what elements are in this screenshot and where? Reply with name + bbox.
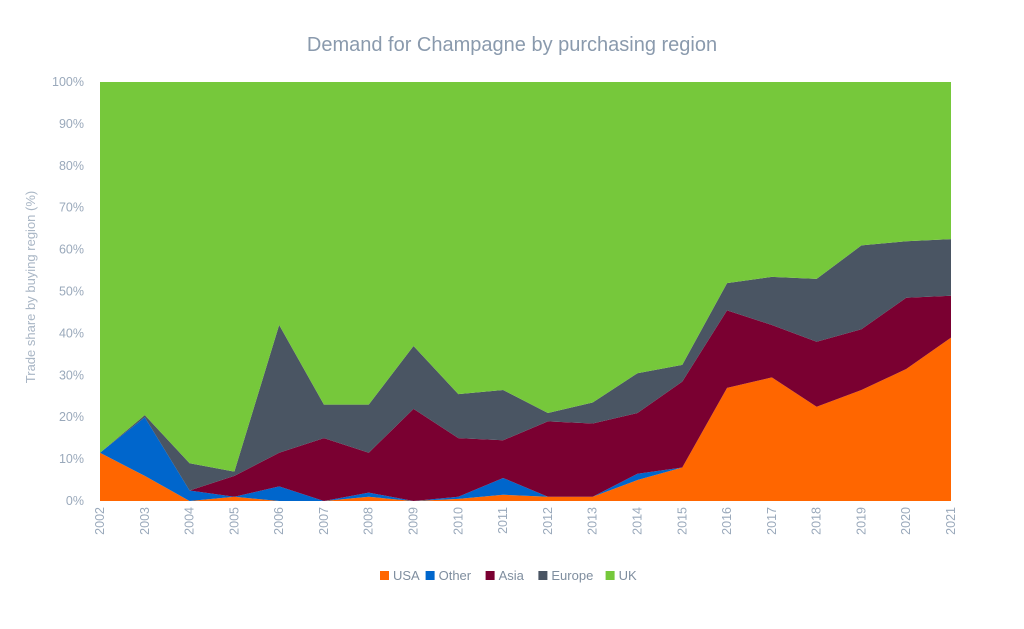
y-tick-label: 40%	[59, 326, 84, 340]
legend-label-asia: Asia	[499, 568, 525, 583]
y-tick-label: 20%	[59, 410, 84, 424]
x-tick-label: 2011	[496, 507, 510, 534]
area-series-asia	[100, 295, 951, 501]
legend-label-uk: UK	[619, 568, 637, 583]
x-tick-label: 2018	[810, 507, 824, 535]
y-tick-label: 70%	[59, 201, 84, 215]
x-tick-label: 2008	[362, 507, 376, 535]
area-layer	[100, 82, 951, 501]
area-series-uk	[100, 82, 951, 472]
x-tick-label: 2019	[854, 507, 868, 535]
legend-label-europe: Europe	[551, 568, 593, 583]
legend-swatch-asia	[485, 571, 495, 580]
legend-label-usa: USA	[393, 568, 420, 583]
y-tick-label: 80%	[59, 159, 84, 173]
legend-swatch-usa	[380, 571, 389, 580]
legend: USA Other Asia Europe UK	[380, 568, 637, 583]
x-tick-label: 2016	[720, 507, 734, 535]
y-axis-title: Trade share by buying region (%)	[23, 191, 38, 383]
y-tick-label: 60%	[59, 243, 84, 257]
x-tick-label: 2010	[451, 507, 465, 535]
x-tick-label: 2002	[93, 507, 107, 535]
area-series-usa	[100, 337, 951, 501]
y-tick-label: 100%	[52, 75, 84, 89]
y-tick-label: 0%	[66, 494, 84, 508]
y-tick-label: 30%	[59, 368, 84, 382]
x-tick-label: 2005	[227, 507, 241, 535]
chart-title: Demand for Champagne by purchasing regio…	[306, 34, 718, 56]
x-tick-label: 2014	[630, 507, 644, 535]
x-tick-label: 2015	[675, 507, 689, 535]
legend-swatch-europe	[538, 571, 548, 580]
x-tick-label: 2003	[138, 507, 152, 535]
x-tick-label: 2012	[541, 507, 555, 535]
legend-swatch-other	[425, 571, 435, 580]
y-axis-ticks: 0% 10% 20% 30% 40% 50% 60% 70% 80% 90% 100%	[52, 75, 84, 508]
y-tick-label: 90%	[59, 117, 84, 131]
x-tick-label: 2013	[586, 507, 600, 535]
y-tick-label: 50%	[59, 285, 84, 299]
x-tick-label: 2017	[765, 507, 779, 535]
area-series-europe	[100, 239, 951, 491]
legend-label-other: Other	[439, 568, 472, 583]
x-tick-label: 2004	[183, 507, 197, 535]
x-axis-ticks: 2002 2003 2004 2005 2006 2007 2008 2009 2010 2011…	[93, 507, 958, 535]
y-tick-label: 10%	[59, 452, 84, 466]
legend-swatch-uk	[605, 571, 615, 580]
x-tick-label: 2020	[899, 507, 913, 535]
x-tick-label: 2009	[407, 507, 421, 535]
x-tick-label: 2007	[317, 507, 331, 535]
x-tick-label: 2006	[272, 507, 286, 535]
x-tick-label: 2021	[944, 507, 958, 535]
area-series-other	[100, 337, 951, 501]
